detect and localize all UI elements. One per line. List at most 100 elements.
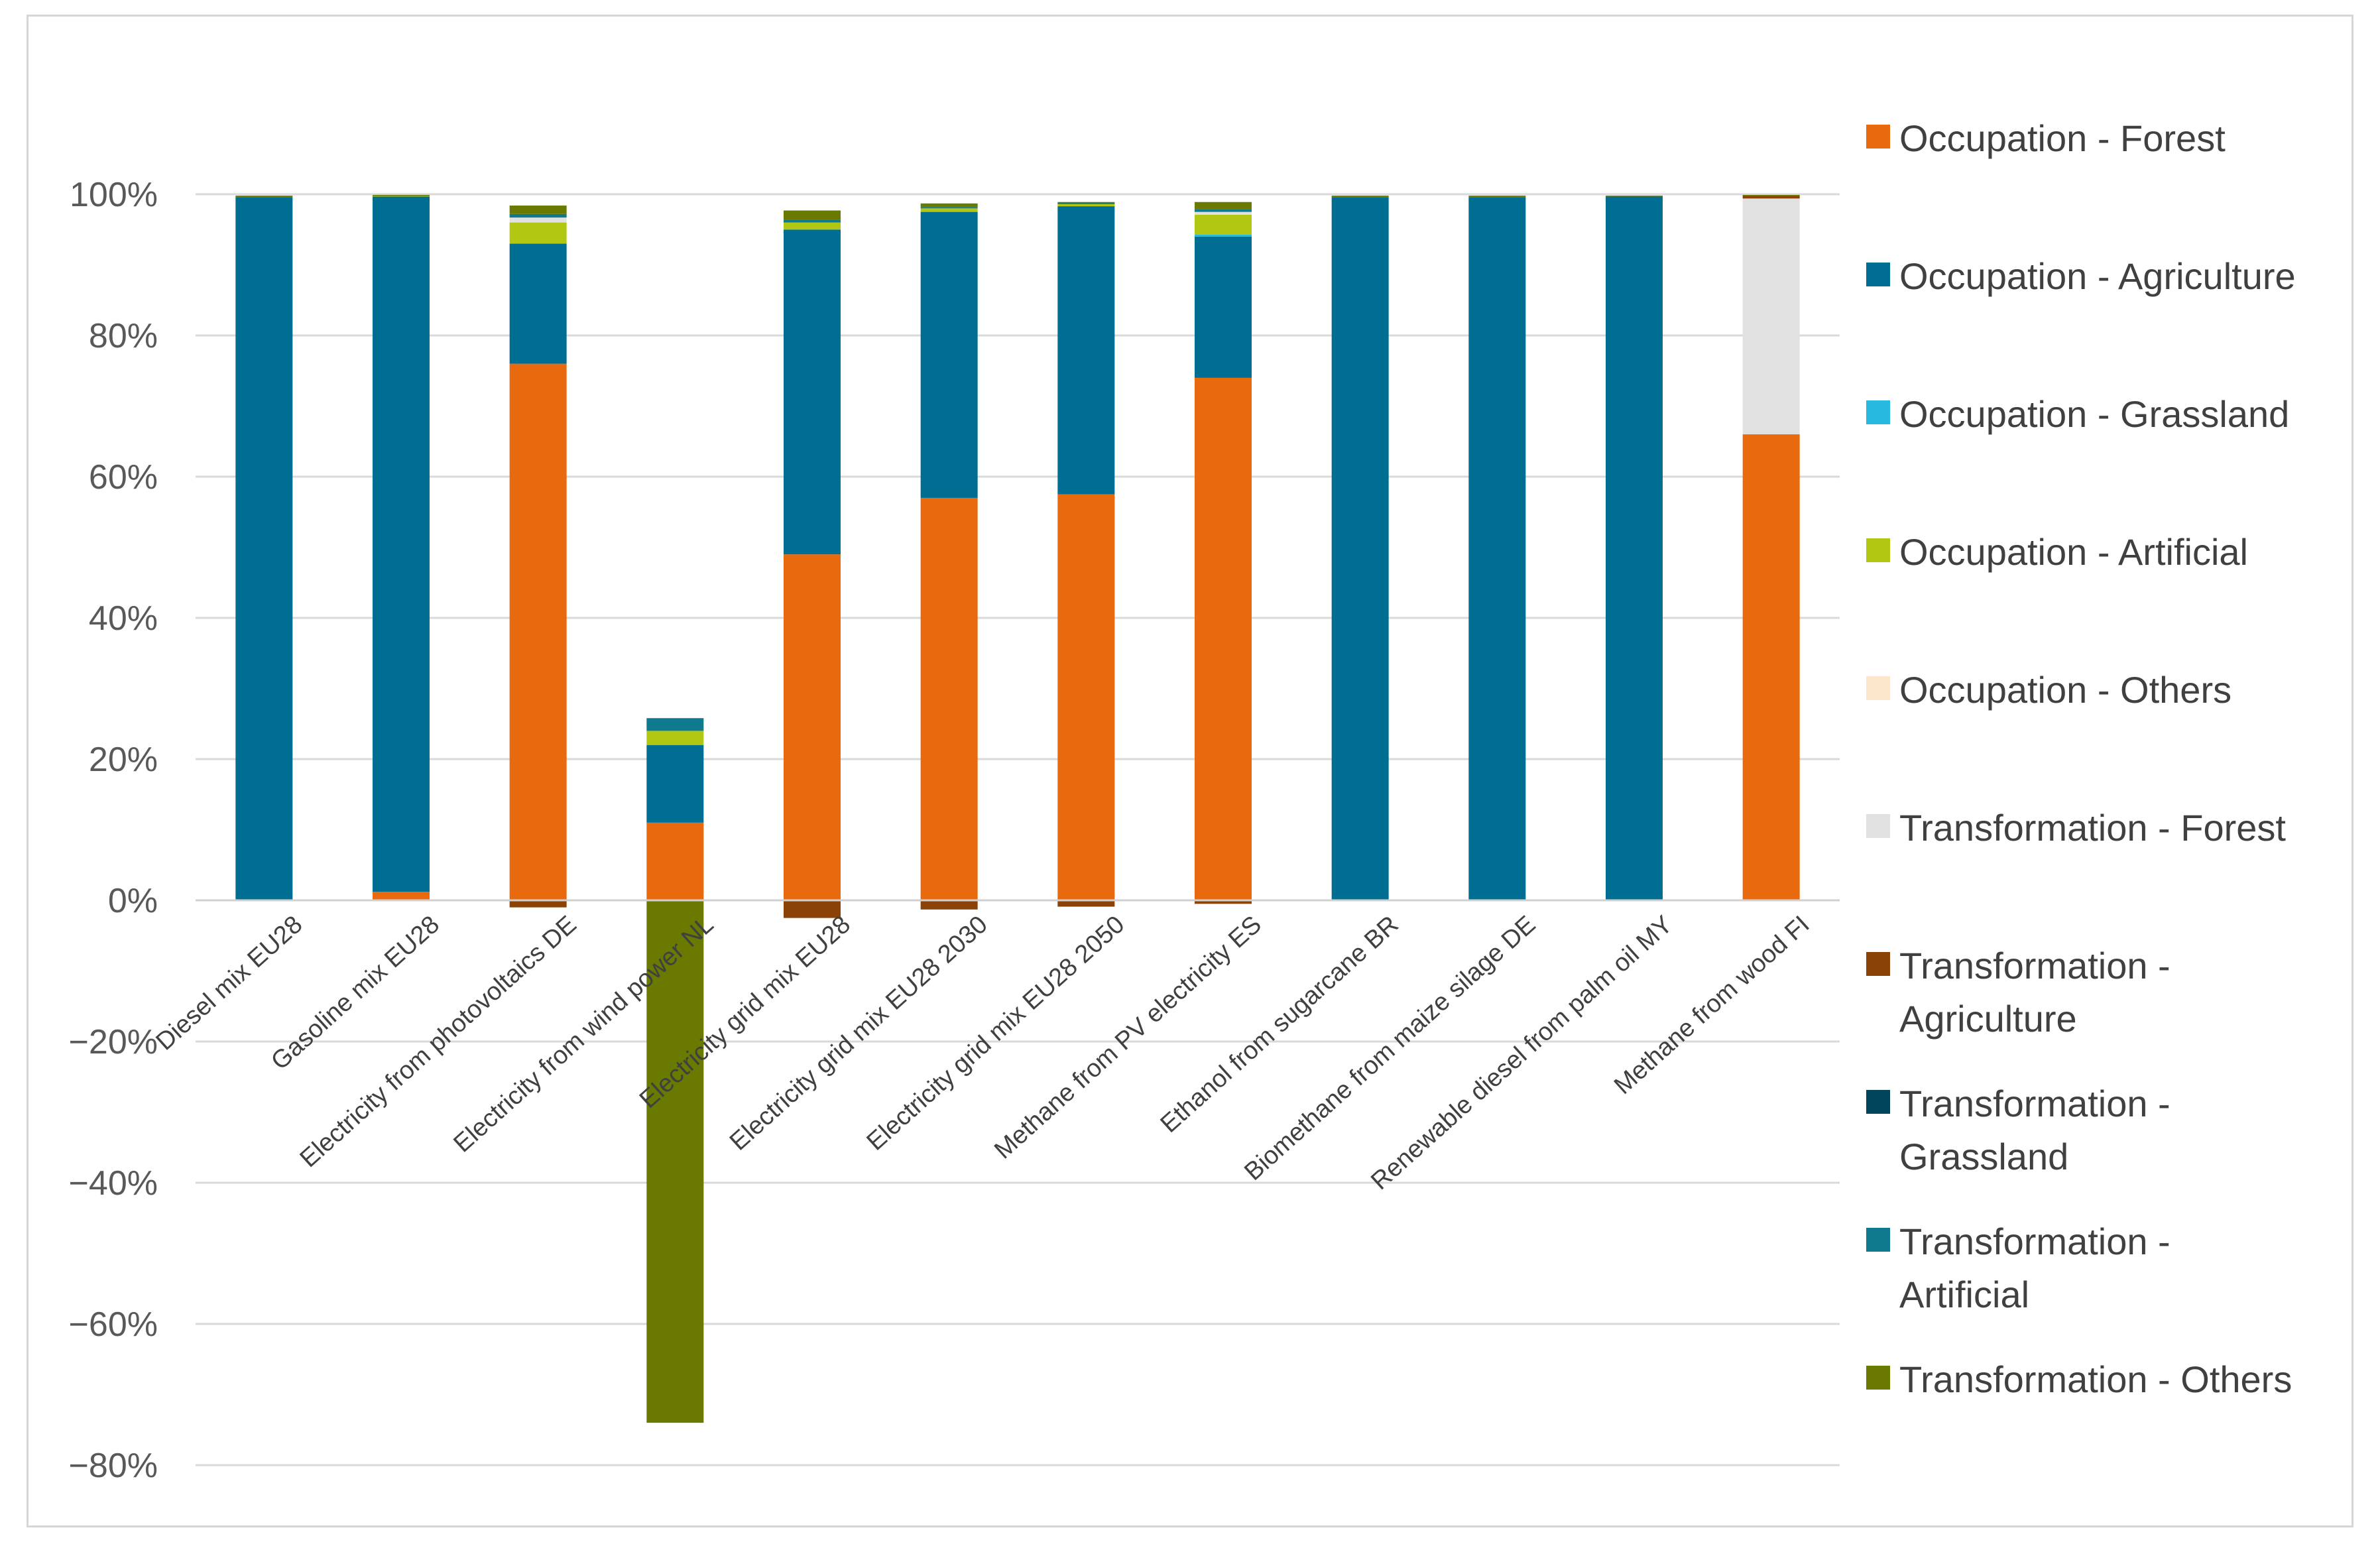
bar-segment — [920, 207, 978, 209]
bar-segment — [1057, 204, 1115, 207]
legend-label: Transformation - — [1899, 1221, 2171, 1262]
bar-segment — [784, 554, 841, 900]
y-tick-label: 60% — [89, 458, 158, 497]
bar-segment — [784, 229, 841, 555]
y-tick-label: 40% — [89, 599, 158, 638]
legend-label: Transformation - — [1899, 945, 2171, 986]
bar-segment — [1742, 434, 1800, 900]
legend-label: Occupation - Forest — [1899, 117, 2226, 159]
bar-segment — [1195, 211, 1252, 215]
y-tick-label: 100% — [70, 176, 158, 214]
bar-segment — [1057, 202, 1115, 204]
bar-segment — [1606, 196, 1663, 900]
bar-segment — [1195, 202, 1252, 209]
bar-segment — [646, 822, 704, 900]
bar-segment — [1195, 377, 1252, 900]
legend-label: Occupation - Artificial — [1899, 531, 2248, 573]
y-tick-label: 20% — [89, 741, 158, 779]
bar-segment — [1742, 196, 1800, 199]
bar-segment — [784, 210, 841, 220]
bar-segment — [1057, 494, 1115, 900]
y-axis: −80% −60% −40% −20% 0% 20% 40% 60% 80% 100% — [69, 176, 158, 1485]
bar-segment — [1331, 197, 1389, 900]
bar-segment — [1057, 206, 1115, 495]
legend-swatch — [1866, 1090, 1890, 1114]
legend-label: Occupation - Others — [1899, 669, 2231, 711]
legend-swatch — [1866, 538, 1890, 562]
y-tick-label: −20% — [69, 1023, 158, 1061]
legend-swatch — [1866, 263, 1890, 286]
bar-segment — [1606, 196, 1663, 197]
bar-segment — [509, 222, 567, 244]
bar-segment — [920, 208, 978, 212]
x-tick-label: Renewable diesel from palm oil MY — [1366, 910, 1678, 1195]
legend-swatch — [1866, 952, 1890, 976]
y-tick-label: −60% — [69, 1305, 158, 1344]
bar-segment — [509, 206, 567, 214]
legend-label: Transformation - Forest — [1899, 807, 2286, 849]
bar-segment — [920, 211, 978, 498]
legend-label: Occupation - Grassland — [1899, 393, 2289, 435]
y-tick-label: −80% — [69, 1447, 158, 1485]
bar-segment — [509, 243, 567, 364]
bar-segment — [509, 900, 567, 908]
bar-segment — [1468, 196, 1526, 198]
bar-segment — [920, 497, 978, 900]
bar-segment — [1195, 234, 1252, 237]
bar-segment — [646, 718, 704, 731]
legend: Occupation - Forest Occupation - Agricult… — [1866, 117, 2296, 1400]
bar-segment — [509, 217, 567, 223]
bar-segment — [646, 745, 704, 823]
bar-segment — [1195, 214, 1252, 235]
legend-label: Agriculture — [1899, 998, 2077, 1040]
bar-segment — [1742, 198, 1800, 435]
bar-segment — [373, 892, 430, 900]
bar-segment — [373, 195, 430, 196]
bar-segment — [1468, 197, 1526, 900]
gridlines — [196, 193, 1840, 1466]
y-tick-label: 0% — [108, 882, 158, 920]
legend-swatch — [1866, 814, 1890, 838]
bar-segment — [1195, 209, 1252, 212]
x-tick-label: Biomethane from maize silage DE — [1239, 910, 1541, 1186]
bars — [196, 195, 1840, 1423]
bar-segment — [1331, 196, 1389, 198]
bar-segment — [1195, 236, 1252, 378]
legend-swatch — [1866, 676, 1890, 700]
legend-swatch — [1866, 400, 1890, 424]
bar-segment — [1057, 202, 1115, 204]
bar-segment — [509, 363, 567, 900]
bar-segment — [920, 900, 978, 910]
legend-label: Transformation - — [1899, 1083, 2171, 1124]
bar-segment — [373, 196, 430, 197]
legend-label: Occupation - Agriculture — [1899, 255, 2296, 297]
legend-swatch — [1866, 125, 1890, 149]
y-tick-label: 80% — [89, 317, 158, 355]
bar-segment — [784, 222, 841, 230]
bar-segment — [373, 196, 430, 892]
bar-segment — [1057, 900, 1115, 907]
bar-segment — [784, 219, 841, 223]
x-tick-label: Electricity grid mix EU28 2030 — [725, 910, 993, 1156]
x-tick-label: Electricity grid mix EU28 2050 — [862, 910, 1130, 1156]
bar-segment — [784, 900, 841, 918]
x-tick-label: Methane from PV electricity ES — [989, 910, 1267, 1164]
bar-segment — [509, 213, 567, 218]
legend-swatch — [1866, 1228, 1890, 1252]
bar-segment — [920, 203, 978, 208]
legend-swatch — [1866, 1366, 1890, 1390]
legend-label: Transformation - Others — [1899, 1358, 2292, 1400]
y-tick-label: −40% — [69, 1164, 158, 1203]
x-tick-label: Ethanol from sugarcane BR — [1156, 910, 1404, 1138]
legend-label: Artificial — [1899, 1274, 2029, 1315]
bar-segment — [1195, 900, 1252, 904]
bar-segment — [646, 900, 704, 1423]
bar-segment — [235, 196, 293, 198]
bar-segment — [1742, 195, 1800, 196]
bar-segment — [646, 731, 704, 745]
bar-segment — [235, 197, 293, 900]
x-tick-label: Diesel mix EU28 — [151, 910, 308, 1055]
legend-label: Grassland — [1899, 1136, 2068, 1177]
